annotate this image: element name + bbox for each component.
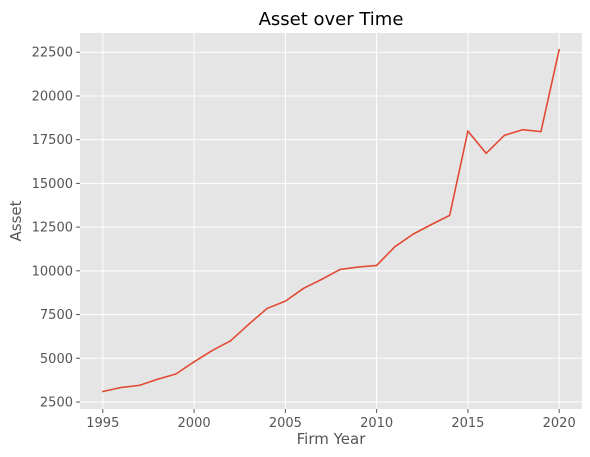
data-point xyxy=(139,385,141,387)
data-point xyxy=(212,350,214,352)
data-point xyxy=(285,300,287,302)
y-tick-label: 22500 xyxy=(32,46,73,61)
data-point xyxy=(540,131,542,133)
data-point xyxy=(321,278,323,280)
data-point xyxy=(303,288,305,290)
x-tick-label: 2010 xyxy=(360,416,393,431)
plot-background xyxy=(80,33,582,409)
x-tick-label: 2015 xyxy=(451,416,484,431)
chart-title: Asset over Time xyxy=(259,9,404,30)
data-point xyxy=(102,391,104,393)
y-tick-label: 10000 xyxy=(32,264,73,279)
x-tick-label: 2005 xyxy=(269,416,302,431)
y-tick-label: 12500 xyxy=(32,221,73,236)
data-point xyxy=(558,49,560,51)
y-axis: 2500 5000 7500 10000 12500 15000 17500 20000 225… xyxy=(32,46,80,411)
y-tick-label: 5000 xyxy=(40,352,73,367)
x-tick-label: 1995 xyxy=(86,416,119,431)
data-point xyxy=(230,340,232,342)
data-point xyxy=(394,246,396,248)
data-point xyxy=(504,135,506,137)
data-point xyxy=(522,129,524,131)
y-tick-label: 17500 xyxy=(32,133,73,148)
data-point xyxy=(120,387,122,389)
data-point xyxy=(467,130,469,132)
x-tick-label: 2020 xyxy=(543,416,576,431)
data-point xyxy=(266,308,268,310)
y-axis-label: Asset xyxy=(7,200,25,241)
data-point xyxy=(157,378,159,380)
data-point xyxy=(358,266,360,268)
x-axis: 1995 2000 2005 2010 2015 2020 xyxy=(86,409,575,431)
data-point xyxy=(376,265,378,267)
data-point xyxy=(485,153,487,155)
y-tick-label: 15000 xyxy=(32,177,73,192)
data-point xyxy=(193,361,195,363)
x-tick-label: 2000 xyxy=(178,416,211,431)
y-tick-label: 20000 xyxy=(32,89,73,104)
data-point xyxy=(449,215,451,217)
data-point xyxy=(175,373,177,375)
data-point xyxy=(248,323,250,325)
data-point xyxy=(431,224,433,226)
data-point xyxy=(339,269,341,271)
y-tick-label: 7500 xyxy=(40,308,73,323)
y-tick-label: 2500 xyxy=(40,396,73,411)
data-point xyxy=(412,233,414,235)
x-axis-label: Firm Year xyxy=(297,430,367,448)
